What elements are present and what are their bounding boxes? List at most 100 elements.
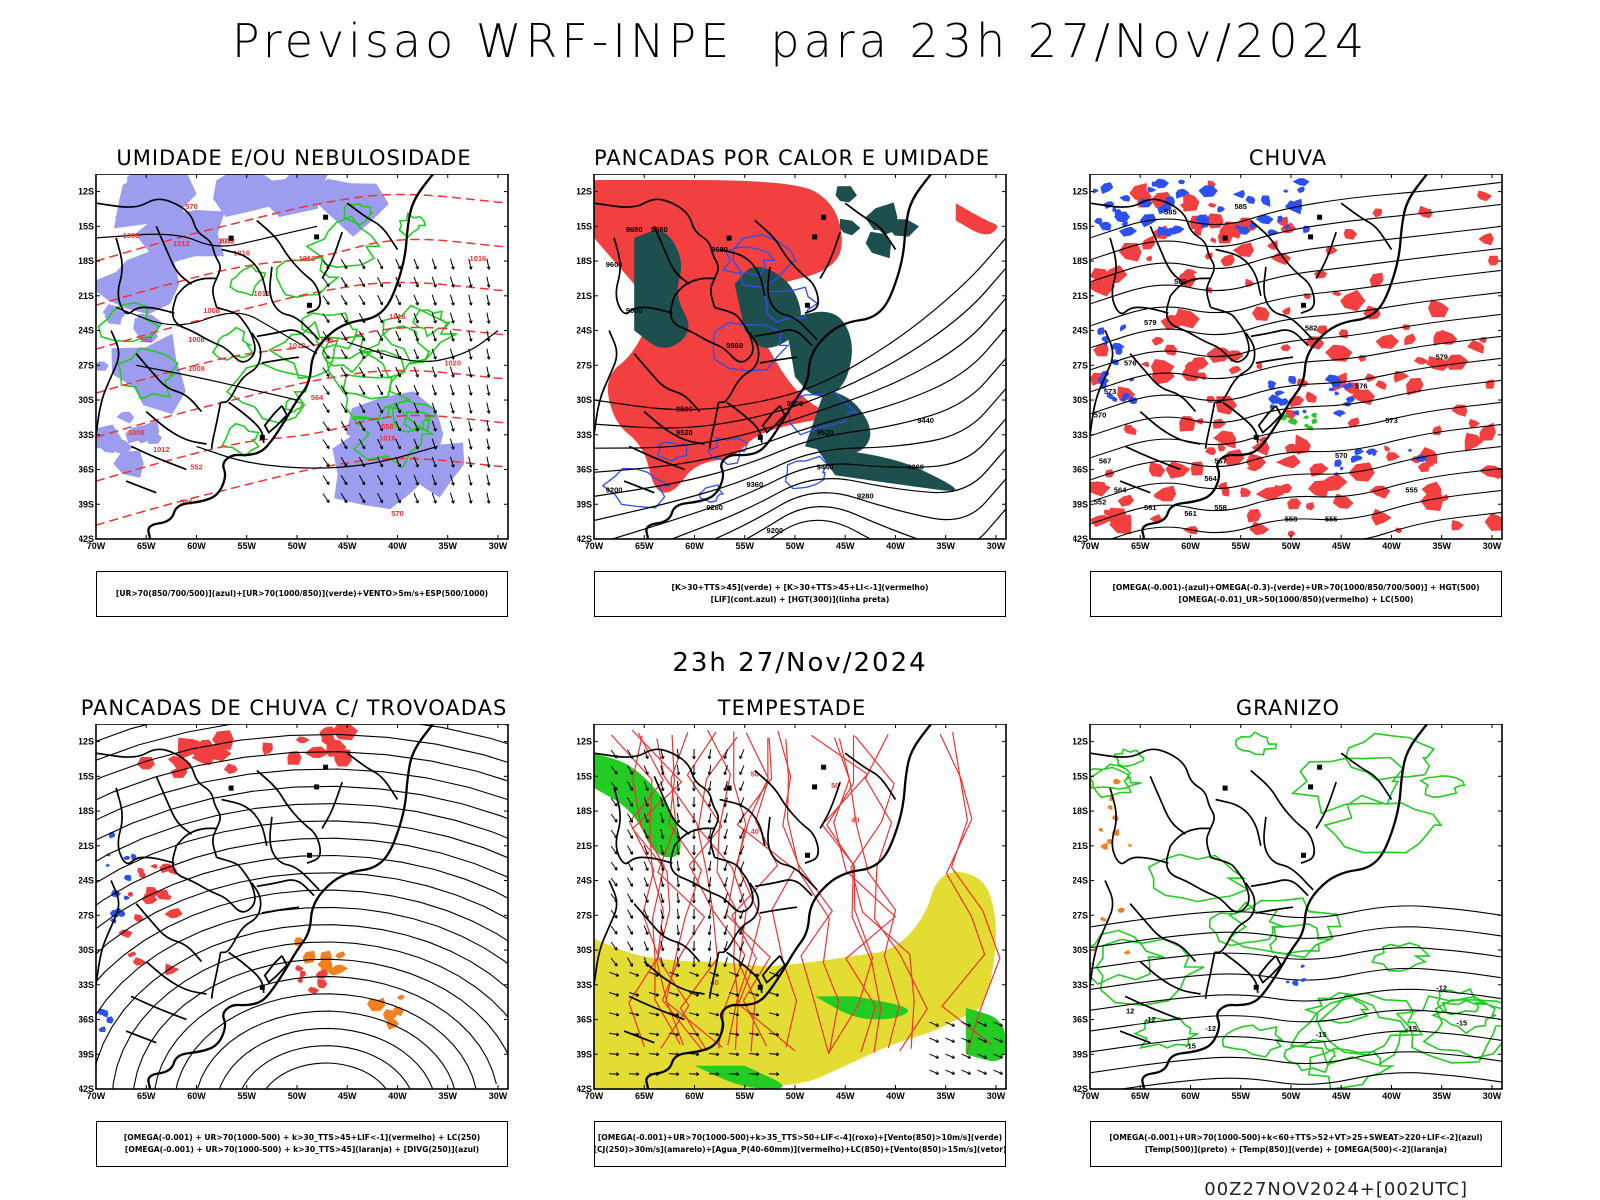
wind-arrowhead — [468, 410, 473, 414]
wind-vector — [724, 877, 728, 887]
field-blob — [1175, 188, 1190, 199]
contour-line — [115, 306, 318, 355]
field-blob — [1384, 445, 1390, 452]
wind-arrowhead — [636, 1072, 640, 1076]
wind-arrowhead — [775, 1012, 780, 1017]
lat-label: 27S — [577, 360, 592, 370]
wind-arrowhead — [451, 338, 455, 342]
wind-vector — [669, 1032, 679, 1036]
wind-vector — [945, 1021, 955, 1027]
wind-arrowhead — [739, 963, 743, 967]
field-blob — [317, 959, 333, 972]
wind-vector — [322, 403, 330, 413]
contour-label: -15 — [1456, 1018, 1467, 1027]
field-blob — [223, 763, 238, 774]
wind-vector — [724, 861, 728, 871]
lat-label: 18S — [1073, 806, 1088, 816]
country-border — [673, 827, 715, 847]
lon-label: 35W — [438, 1091, 457, 1101]
field-blob — [1275, 454, 1301, 469]
wind-vector — [449, 456, 455, 468]
country-border — [1169, 277, 1211, 297]
wind-arrowhead — [451, 410, 455, 414]
wind-vector — [708, 1012, 720, 1016]
panel-title: GRANIZO — [1235, 696, 1341, 720]
country-border — [228, 951, 265, 994]
wind-vector — [739, 781, 745, 791]
country-border — [1215, 798, 1262, 846]
country-border — [844, 752, 897, 800]
humidity-contour — [97, 302, 162, 343]
contour-label: -15 — [1185, 1042, 1196, 1051]
country-border — [1124, 445, 1181, 471]
wind-arrowhead — [676, 932, 681, 936]
field-blob — [1118, 226, 1138, 237]
wind-vector — [322, 385, 330, 395]
field-blob — [1117, 494, 1134, 507]
wind-arrowhead — [707, 915, 712, 920]
contour-line — [610, 734, 664, 1047]
contour-line — [1118, 1072, 1502, 1089]
wind-vector — [468, 258, 472, 270]
wind-arrowhead — [707, 931, 712, 936]
wind-arrowhead — [614, 818, 618, 823]
lon-label: 60W — [1181, 1091, 1200, 1101]
wind-arrowhead — [451, 302, 455, 306]
field-blob — [155, 889, 169, 900]
lake — [726, 235, 732, 241]
contour-label: 567 — [1214, 457, 1227, 466]
field-blob — [123, 874, 132, 882]
field-blob — [1170, 225, 1185, 235]
wind-arrowhead — [468, 482, 473, 486]
contour-label: 582 — [1305, 324, 1318, 333]
panel-legend: [OMEGA(-0.001)+UR>70(1000-500)+k>35_TTS>… — [594, 1121, 1006, 1167]
country-border — [613, 787, 673, 865]
field-blob — [1274, 390, 1285, 397]
wind-vector — [358, 474, 366, 486]
wind-arrowhead — [736, 1072, 740, 1076]
contour-label: 576 — [321, 335, 334, 344]
wind-arrowhead — [983, 1039, 987, 1043]
country-border — [759, 906, 798, 914]
wind-arrowhead — [361, 481, 366, 486]
wind-arrowhead — [675, 973, 680, 977]
country-border — [1214, 332, 1256, 404]
contour-label: 570 — [1335, 451, 1348, 460]
wind-arrowhead — [451, 482, 455, 486]
field-blob — [1129, 183, 1147, 203]
wind-vector — [739, 829, 745, 839]
country-border — [643, 960, 705, 995]
wind-vector — [676, 844, 680, 856]
wind-arrowhead — [775, 1032, 780, 1037]
field-blob — [1184, 361, 1201, 374]
lon-label: 50W — [288, 541, 307, 551]
panel-chuva: CHUVA 585 585 582 579 576 573 570 567 564 561 558 5… — [1073, 146, 1503, 617]
wind-arrowhead — [635, 992, 640, 997]
wind-vector — [643, 749, 649, 759]
wind-arrowhead — [967, 1039, 971, 1043]
wind-vector — [739, 813, 745, 823]
wind-arrowhead — [344, 301, 348, 306]
wind-vector — [643, 925, 649, 935]
field-blob — [1117, 907, 1125, 913]
country-border — [754, 219, 820, 314]
field-blob — [1256, 362, 1263, 370]
wind-vector — [340, 493, 348, 503]
wind-arrowhead — [629, 899, 633, 903]
wind-arrowhead — [676, 836, 681, 840]
wind-arrowhead — [614, 962, 618, 967]
country-border — [96, 330, 120, 435]
temp850-contour — [1234, 731, 1277, 756]
wind-vector — [340, 349, 348, 359]
lon-label: 45W — [1332, 541, 1351, 551]
contour-line — [632, 735, 681, 1045]
wind-vector — [413, 384, 419, 396]
field-blob — [96, 251, 180, 315]
contour-label: 576 — [1124, 358, 1137, 367]
streamline — [154, 976, 497, 1089]
contour-label: 558 — [1285, 515, 1298, 524]
field-blob — [164, 908, 183, 919]
wind-arrowhead — [655, 1032, 660, 1037]
wind-vector — [676, 892, 680, 904]
wind-vector — [660, 829, 664, 839]
